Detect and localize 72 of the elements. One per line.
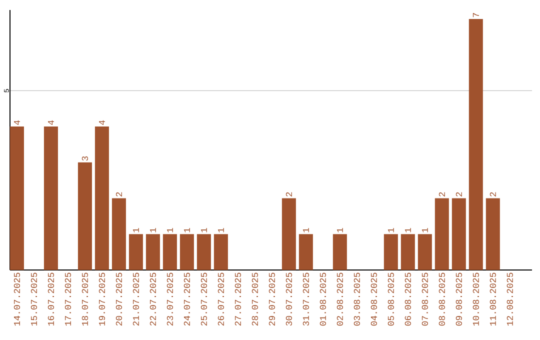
bar (10, 126, 24, 270)
x-tick-label: 05.08.2025 (388, 272, 394, 326)
x-tick-label: 10.08.2025 (472, 272, 479, 326)
x-tick-label: 01.08.2025 (320, 272, 326, 326)
data-label: 2 (116, 192, 122, 196)
x-tick-label: 19.07.2025 (98, 272, 106, 326)
x-tick-label: 03.08.2025 (354, 272, 360, 326)
data-label: 3 (82, 156, 88, 161)
bar (332, 234, 347, 270)
x-tick-label: 18.07.2025 (82, 272, 88, 326)
x-tick-label: 11.08.2025 (490, 272, 496, 326)
bar (78, 162, 92, 270)
bar (298, 234, 313, 270)
data-label: 1 (166, 228, 173, 232)
bar (94, 126, 109, 270)
x-tick-label: 23.07.2025 (166, 272, 174, 326)
data-label: 1 (302, 228, 309, 232)
data-label: 1 (336, 228, 343, 232)
bar (400, 234, 415, 270)
x-tick-label: 26.07.2025 (218, 272, 224, 326)
bar (452, 198, 466, 270)
x-tick-label: 16.07.2025 (48, 272, 54, 326)
x-tick-label: 15.07.2025 (30, 272, 38, 326)
x-tick-label: 28.07.2025 (252, 272, 258, 326)
data-label: 7 (472, 13, 479, 18)
bar (214, 234, 228, 270)
x-tick-label: 04.08.2025 (370, 272, 377, 326)
bar (486, 198, 500, 270)
x-tick-label: 06.08.2025 (404, 272, 411, 326)
bar (434, 198, 449, 270)
x-tick-label: 21.07.2025 (132, 272, 140, 326)
data-label: 1 (218, 228, 224, 232)
x-tick-label: 14.07.2025 (14, 272, 20, 326)
x-tick-label: 22.07.2025 (150, 272, 156, 326)
x-tick-label: 09.08.2025 (456, 272, 462, 326)
data-label: 2 (456, 192, 462, 196)
x-tick-label: 12.08.2025 (506, 272, 513, 326)
bar (282, 198, 296, 270)
x-tick-label: 08.08.2025 (438, 272, 445, 326)
data-label: 1 (422, 228, 428, 232)
bar (418, 234, 432, 270)
x-tick-label: 17.07.2025 (64, 272, 72, 326)
x-tick-label: 07.08.2025 (422, 272, 428, 326)
bar (128, 234, 143, 270)
bar (162, 234, 177, 270)
data-label: 1 (388, 228, 394, 232)
data-label: 1 (150, 228, 156, 232)
bar (468, 18, 483, 270)
data-label: 2 (438, 192, 445, 196)
data-label: 4 (98, 120, 105, 125)
bar (180, 234, 194, 270)
data-label: 4 (48, 120, 54, 125)
x-tick-label: 25.07.2025 (200, 272, 208, 326)
x-tick-label: 20.07.2025 (116, 272, 122, 326)
data-label: 2 (490, 192, 496, 196)
x-tick-label: 30.07.2025 (286, 272, 292, 326)
data-label: 4 (14, 120, 20, 125)
x-tick-label: 29.07.2025 (268, 272, 275, 326)
data-label: 1 (184, 228, 190, 232)
bar (146, 234, 160, 270)
bar (196, 234, 211, 270)
data-label: 1 (132, 228, 139, 232)
x-tick-label: 31.07.2025 (302, 272, 309, 326)
data-label: 2 (286, 192, 292, 196)
data-label: 1 (200, 228, 207, 232)
x-tick-label: 02.08.2025 (336, 272, 343, 326)
x-tick-label: 24.07.2025 (184, 272, 190, 326)
bar (112, 198, 126, 270)
bar (44, 126, 58, 270)
bar (384, 234, 398, 270)
data-label: 1 (404, 228, 411, 232)
x-tick-label: 27.07.2025 (234, 272, 242, 326)
